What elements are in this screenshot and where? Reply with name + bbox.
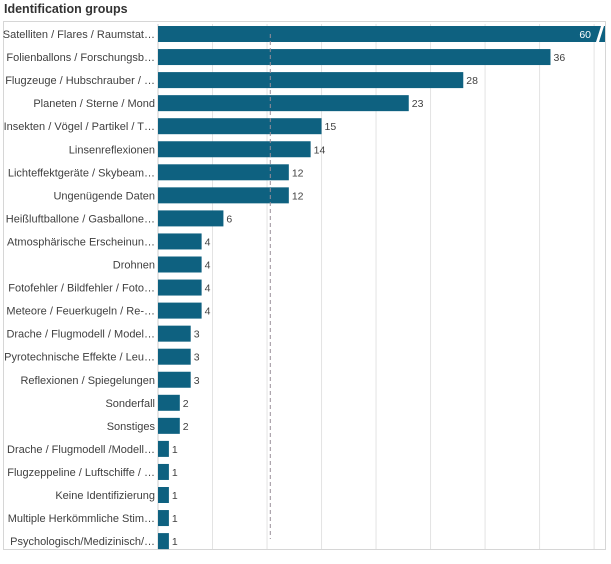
category-label: Flugzeppeline / Luftschiffe / … <box>7 467 155 479</box>
category-label: Drohnen <box>113 260 155 272</box>
bar <box>158 325 191 342</box>
bar-row: Drache / Flugmodell /Modell… 1 <box>7 440 178 457</box>
category-label: Heißluftballone / Gasballone… <box>6 213 155 225</box>
bar <box>158 95 409 112</box>
bar-row: Sonstiges 2 <box>107 417 189 434</box>
bar-row: Flugzeuge / Hubschrauber / … 28 <box>5 72 478 89</box>
bar <box>158 49 551 66</box>
bar-row: Fotofehler / Bildfehler / Foto… 4 <box>8 279 211 296</box>
bar-row: Psychologisch/Medizinisch/… 1 <box>10 533 178 550</box>
bar-row: Reflexionen / Spiegelungen 3 <box>20 371 200 388</box>
category-label: Folienballons / Forschungsb… <box>6 52 155 64</box>
bar <box>158 463 169 480</box>
value-label: 4 <box>205 236 211 248</box>
bar-row: Pyrotechnische Effekte / Leu… 3 <box>4 348 200 365</box>
bar-row: Sonderfall 2 <box>105 394 189 411</box>
bar <box>158 302 202 319</box>
bar-row: Flugzeppeline / Luftschiffe / … 1 <box>7 463 178 480</box>
bar-row: Satelliten / Flares / Raumstat… 60 <box>3 26 605 42</box>
bar <box>158 417 180 434</box>
value-label: 1 <box>172 513 178 525</box>
category-label: Satelliten / Flares / Raumstat… <box>3 29 155 41</box>
bar-row: Linsenreflexionen 14 <box>69 141 326 158</box>
bar <box>158 233 202 250</box>
category-label: Drache / Flugmodell / Model… <box>6 329 155 341</box>
bar-row: Ungenügende Daten 12 <box>53 187 304 204</box>
category-label: Psychologisch/Medizinisch/… <box>10 536 155 548</box>
category-label: Multiple Herkömmliche Stim… <box>8 513 155 525</box>
bar-row: Drache / Flugmodell / Model… 3 <box>6 325 200 342</box>
category-label: Meteore / Feuerkugeln / Re-… <box>6 306 155 318</box>
bar <box>158 118 322 135</box>
category-label: Flugzeuge / Hubschrauber / … <box>5 75 155 87</box>
bar <box>158 26 605 42</box>
bar-row: Meteore / Feuerkugeln / Re-… 4 <box>6 302 211 319</box>
value-label: 1 <box>172 444 178 456</box>
bar <box>158 187 289 204</box>
category-label: Lichteffektgeräte / Skybeam… <box>8 167 155 179</box>
bar <box>158 141 311 158</box>
category-label: Reflexionen / Spiegelungen <box>20 375 155 387</box>
category-label: Drache / Flugmodell /Modell… <box>7 444 155 456</box>
bar <box>158 348 191 365</box>
bar <box>158 394 180 411</box>
value-label: 3 <box>194 375 200 387</box>
value-label: 1 <box>172 490 178 502</box>
bar <box>158 533 169 550</box>
value-label: 2 <box>183 398 189 410</box>
truncation-mark <box>596 26 604 42</box>
value-label: 12 <box>292 190 304 202</box>
category-label: Sonstiges <box>107 421 156 433</box>
bar-row: Heißluftballone / Gasballone… 6 <box>6 210 232 227</box>
value-label: 1 <box>172 467 178 479</box>
category-label: Fotofehler / Bildfehler / Foto… <box>8 283 155 295</box>
category-label: Ungenügende Daten <box>53 190 155 202</box>
bar <box>158 210 224 227</box>
bar-row: Insekten / Vögel / Partikel / T… 15 <box>4 118 337 135</box>
category-label: Pyrotechnische Effekte / Leu… <box>4 352 155 364</box>
value-label: 28 <box>466 75 478 87</box>
bar-row: Drohnen 4 <box>113 256 211 273</box>
bar <box>158 164 289 181</box>
chart-title: Identification groups <box>4 2 128 16</box>
bar-row: Folienballons / Forschungsb… 36 <box>6 49 565 66</box>
bar <box>158 279 202 296</box>
value-label: 4 <box>205 260 211 272</box>
bar <box>158 510 169 527</box>
category-label: Keine Identifizierung <box>55 490 155 502</box>
bar-row: Planeten / Sterne / Mond 23 <box>33 95 424 112</box>
bar <box>158 371 191 388</box>
value-label: 6 <box>226 213 232 225</box>
value-label: 14 <box>314 144 326 156</box>
category-label: Planeten / Sterne / Mond <box>33 98 155 110</box>
bar-row: Keine Identifizierung 1 <box>55 487 178 503</box>
value-label: 1 <box>172 536 178 548</box>
bar <box>158 256 202 273</box>
bar-row: Multiple Herkömmliche Stim… 1 <box>8 510 178 527</box>
bar <box>158 440 169 457</box>
bar-row: Atmosphärische Erscheinun… 4 <box>7 233 211 250</box>
category-label: Linsenreflexionen <box>69 144 155 156</box>
category-label: Atmosphärische Erscheinun… <box>7 236 155 248</box>
value-label: 3 <box>194 352 200 364</box>
bar-row: Lichteffektgeräte / Skybeam… 12 <box>8 164 304 181</box>
value-label: 4 <box>205 283 211 295</box>
bar <box>158 72 464 89</box>
value-label: 15 <box>325 121 337 133</box>
chart-frame <box>3 21 606 550</box>
category-label: Insekten / Vögel / Partikel / T… <box>4 121 155 133</box>
category-label: Sonderfall <box>105 398 155 410</box>
value-label: 2 <box>183 421 189 433</box>
value-label: 23 <box>412 98 424 110</box>
value-label: 60 <box>579 29 591 41</box>
bar <box>158 487 169 503</box>
value-label: 3 <box>194 329 200 341</box>
value-label: 4 <box>205 306 211 318</box>
value-label: 36 <box>553 52 565 64</box>
value-label: 12 <box>292 167 304 179</box>
